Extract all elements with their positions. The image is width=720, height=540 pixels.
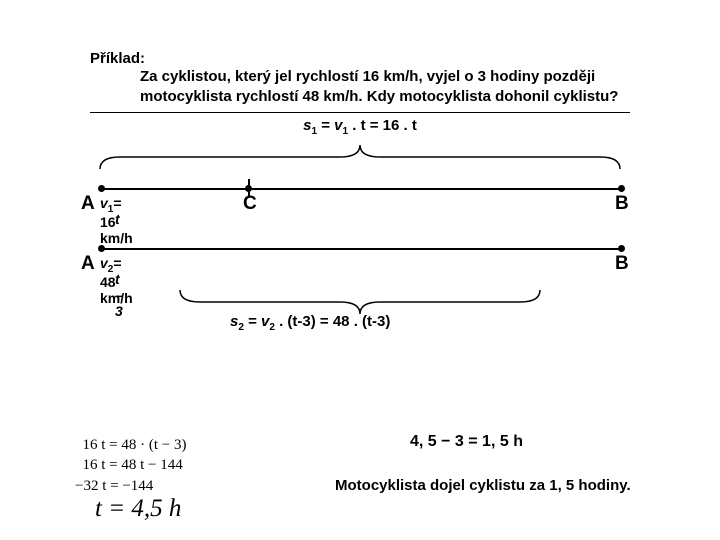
- point-b2: B: [615, 253, 629, 275]
- problem-text: Za cyklistou, který jel rychlostí 16 km/…: [90, 67, 630, 108]
- answer-time: 4, 5 − 3 = 1, 5 h: [410, 433, 523, 451]
- t-result: t = 4,5 h: [95, 495, 181, 523]
- line1: [102, 188, 622, 190]
- s1-formula: s1 = v1 . t = 16 . t: [90, 117, 630, 137]
- s2-formula: s2 = v2 . (t-3) = 48 . (t-3): [90, 313, 630, 333]
- diagram: A v1= 16 km/h t C B A v2= 48 km/h t – 3 …: [90, 143, 630, 293]
- point-c-dot: [245, 185, 252, 192]
- point-c: C: [243, 193, 257, 215]
- brace-top: [90, 143, 630, 171]
- point-a1: A: [81, 193, 95, 215]
- answer-text: Motocyklista dojel cyklistu za 1, 5 hodi…: [335, 477, 631, 494]
- time2: t – 3: [115, 271, 123, 319]
- point-a2: A: [81, 253, 95, 275]
- calc-steps: 16 t = 48 · (t − 3) 16 t = 48 t − 144 −3…: [75, 435, 187, 496]
- point-b1: B: [615, 193, 629, 215]
- line2: [102, 248, 622, 250]
- point-b1-dot: [618, 185, 625, 192]
- point-b2-dot: [618, 245, 625, 252]
- divider: [90, 112, 630, 113]
- heading: Příklad:: [90, 50, 630, 67]
- brace-bottom: [170, 288, 550, 316]
- time1: t: [115, 211, 120, 227]
